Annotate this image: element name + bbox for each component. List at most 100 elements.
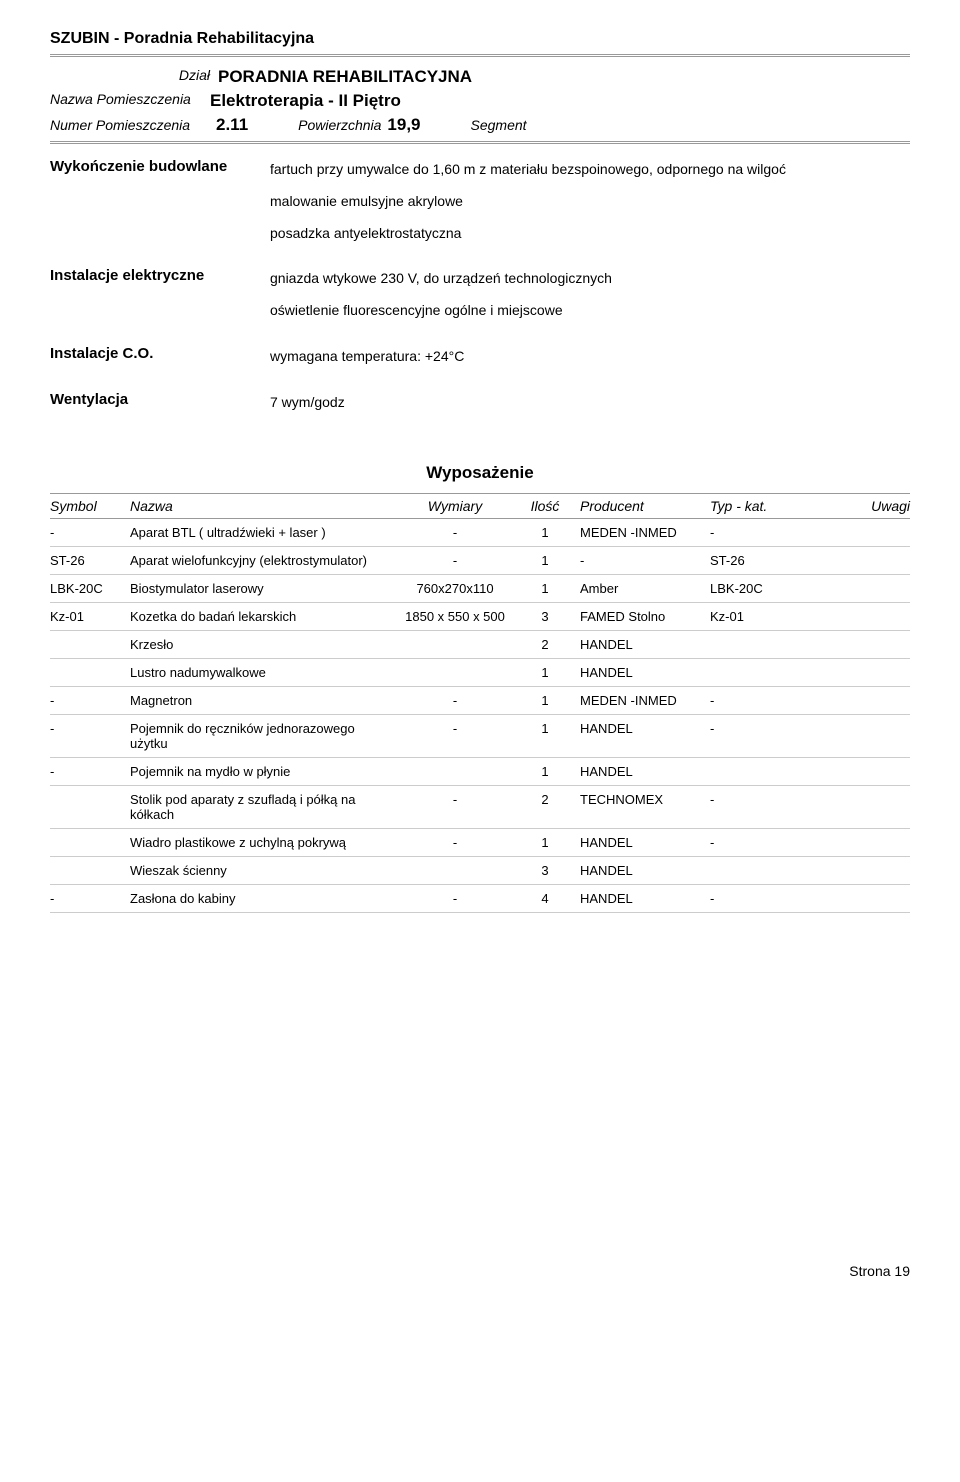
header-wymiary: Wymiary bbox=[390, 498, 520, 514]
table-cell: 1850 x 550 x 500 bbox=[390, 609, 520, 624]
table-cell: Kz-01 bbox=[50, 609, 130, 624]
table-row: Lustro nadumywalkowe 1HANDEL bbox=[50, 659, 910, 687]
table-cell: Pojemnik do ręczników jednorazowego użyt… bbox=[130, 721, 390, 751]
table-cell: Lustro nadumywalkowe bbox=[130, 665, 390, 680]
wykonczenie-line: malowanie emulsyjne akrylowe bbox=[270, 190, 786, 214]
table-row: Krzesło 2HANDEL bbox=[50, 631, 910, 659]
table-cell: - bbox=[390, 721, 520, 736]
table-cell: 1 bbox=[520, 721, 570, 736]
wykonczenie-line: fartuch przy umywalce do 1,60 m z materi… bbox=[270, 158, 786, 182]
table-cell: 1 bbox=[520, 764, 570, 779]
wentylacja-content: 7 wym/godz bbox=[270, 391, 345, 423]
elektryczne-line: oświetlenie fluorescencyjne ogólne i mie… bbox=[270, 299, 612, 323]
table-cell: HANDEL bbox=[570, 637, 710, 652]
header-nazwa: Nazwa bbox=[130, 498, 390, 514]
table-cell: 2 bbox=[520, 637, 570, 652]
table-cell: Magnetron bbox=[130, 693, 390, 708]
table-row: -Aparat BTL ( ultradźwieki + laser )-1ME… bbox=[50, 519, 910, 547]
table-cell: HANDEL bbox=[570, 721, 710, 736]
wykonczenie-content: fartuch przy umywalce do 1,60 m z materi… bbox=[270, 158, 786, 253]
table-cell: TECHNOMEX bbox=[570, 792, 710, 807]
table-cell: LBK-20C bbox=[710, 581, 810, 596]
table-cell: 3 bbox=[520, 863, 570, 878]
table-cell: - bbox=[570, 553, 710, 568]
table-cell: 1 bbox=[520, 581, 570, 596]
wykonczenie-section: Wykończenie budowlane fartuch przy umywa… bbox=[50, 158, 910, 253]
table-cell: HANDEL bbox=[570, 863, 710, 878]
table-cell: - bbox=[710, 891, 810, 906]
elektryczne-line: gniazda wtykowe 230 V, do urządzeń techn… bbox=[270, 267, 612, 291]
wentylacja-section: Wentylacja 7 wym/godz bbox=[50, 391, 910, 423]
elektryczne-section: Instalacje elektryczne gniazda wtykowe 2… bbox=[50, 267, 910, 331]
table-body: -Aparat BTL ( ultradźwieki + laser )-1ME… bbox=[50, 519, 910, 913]
table-cell: HANDEL bbox=[570, 665, 710, 680]
numer-pom-value: 2.11 bbox=[216, 115, 248, 135]
table-cell: Pojemnik na mydło w płynie bbox=[130, 764, 390, 779]
table-header: Symbol Nazwa Wymiary Ilość Producent Typ… bbox=[50, 493, 910, 519]
table-row: -Zasłona do kabiny-4HANDEL- bbox=[50, 885, 910, 913]
table-cell: - bbox=[710, 693, 810, 708]
co-content: wymagana temperatura: +24°C bbox=[270, 345, 464, 377]
page-footer: Strona 19 bbox=[50, 1263, 910, 1279]
table-cell: 4 bbox=[520, 891, 570, 906]
table-cell: - bbox=[390, 693, 520, 708]
numer-pom-label: Numer Pomieszczenia bbox=[50, 117, 210, 133]
table-cell: 1 bbox=[520, 665, 570, 680]
table-cell: - bbox=[390, 553, 520, 568]
table-cell: - bbox=[390, 891, 520, 906]
table-cell: Wieszak ścienny bbox=[130, 863, 390, 878]
table-cell: HANDEL bbox=[570, 835, 710, 850]
table-cell: - bbox=[50, 693, 130, 708]
header-uwagi: Uwagi bbox=[810, 498, 910, 514]
table-cell: MEDEN -INMED bbox=[570, 693, 710, 708]
table-cell: - bbox=[50, 721, 130, 736]
table-cell: Kozetka do badań lekarskich bbox=[130, 609, 390, 624]
table-cell: Aparat wielofunkcyjny (elektrostymulator… bbox=[130, 553, 390, 568]
table-row: Kz-01Kozetka do badań lekarskich1850 x 5… bbox=[50, 603, 910, 631]
co-label: Instalacje C.O. bbox=[50, 345, 270, 377]
table-cell: Biostymulator laserowy bbox=[130, 581, 390, 596]
table-cell: - bbox=[50, 764, 130, 779]
powierzchnia-value: 19,9 bbox=[387, 115, 420, 135]
nazwa-pom-value: Elektroterapia - II Piętro bbox=[210, 91, 401, 111]
nazwa-pom-row: Nazwa Pomieszczenia Elektroterapia - II … bbox=[50, 91, 910, 111]
table-cell: 1 bbox=[520, 835, 570, 850]
table-cell: - bbox=[390, 835, 520, 850]
table-cell: ST-26 bbox=[710, 553, 810, 568]
dzial-value: PORADNIA REHABILITACYJNA bbox=[218, 67, 472, 87]
table-cell: Zasłona do kabiny bbox=[130, 891, 390, 906]
elektryczne-content: gniazda wtykowe 230 V, do urządzeń techn… bbox=[270, 267, 612, 331]
wentylacja-label: Wentylacja bbox=[50, 391, 270, 423]
header-typ: Typ - kat. bbox=[710, 498, 810, 514]
table-cell: HANDEL bbox=[570, 891, 710, 906]
wyposazenie-table: Symbol Nazwa Wymiary Ilość Producent Typ… bbox=[50, 493, 910, 913]
table-cell: Amber bbox=[570, 581, 710, 596]
segment-label: Segment bbox=[471, 117, 527, 133]
table-row: -Pojemnik na mydło w płynie 1HANDEL bbox=[50, 758, 910, 786]
wykonczenie-label: Wykończenie budowlane bbox=[50, 158, 270, 253]
divider bbox=[50, 141, 910, 144]
table-cell: 3 bbox=[520, 609, 570, 624]
table-row: -Pojemnik do ręczników jednorazowego uży… bbox=[50, 715, 910, 758]
table-cell: - bbox=[50, 891, 130, 906]
table-cell: - bbox=[710, 792, 810, 807]
co-line: wymagana temperatura: +24°C bbox=[270, 345, 464, 369]
elektryczne-label: Instalacje elektryczne bbox=[50, 267, 270, 331]
table-cell: HANDEL bbox=[570, 764, 710, 779]
header-ilosc: Ilość bbox=[520, 498, 570, 514]
table-cell: - bbox=[390, 792, 520, 807]
table-cell: - bbox=[710, 525, 810, 540]
table-cell: MEDEN -INMED bbox=[570, 525, 710, 540]
table-cell: LBK-20C bbox=[50, 581, 130, 596]
table-row: LBK-20CBiostymulator laserowy760x270x110… bbox=[50, 575, 910, 603]
powierzchnia-label: Powierzchnia bbox=[298, 117, 381, 133]
table-cell: Krzesło bbox=[130, 637, 390, 652]
table-cell: - bbox=[710, 835, 810, 850]
table-cell: Wiadro plastikowe z uchylną pokrywą bbox=[130, 835, 390, 850]
dzial-row: Dział PORADNIA REHABILITACYJNA bbox=[130, 67, 910, 87]
page-header: SZUBIN - Poradnia Rehabilitacyjna bbox=[50, 30, 910, 48]
table-cell: 2 bbox=[520, 792, 570, 807]
table-cell: FAMED Stolno bbox=[570, 609, 710, 624]
table-row: Wiadro plastikowe z uchylną pokrywą-1HAN… bbox=[50, 829, 910, 857]
table-cell: 1 bbox=[520, 553, 570, 568]
